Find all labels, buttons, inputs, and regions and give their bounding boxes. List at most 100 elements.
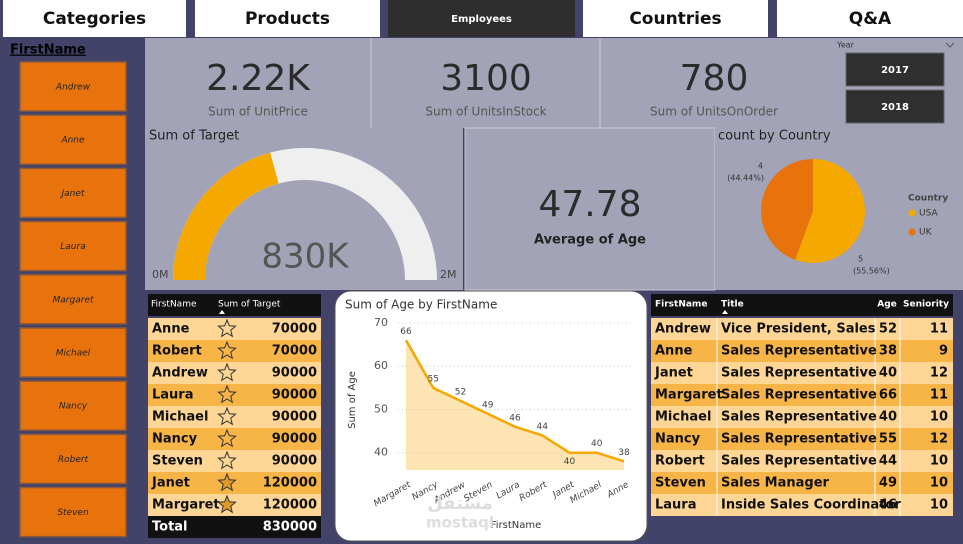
table-header-cell: Seniority (903, 300, 949, 310)
table-cell: 11 (930, 322, 948, 337)
card-label: Average of Age (534, 233, 646, 248)
table-cell: 46 (879, 498, 897, 513)
table-cell: 90000 (272, 366, 317, 381)
slicer-button[interactable] (19, 114, 127, 165)
table-cell: Robert (152, 344, 202, 359)
y-tick-label: 60 (374, 359, 388, 372)
data-label: 66 (400, 327, 412, 337)
card-value: 2.22K (206, 58, 311, 99)
pie-percent-label: (55.56%) (853, 267, 890, 276)
table-header (148, 294, 321, 316)
y-tick-label: 40 (374, 446, 388, 459)
year-button[interactable] (845, 52, 945, 87)
area-line (404, 339, 625, 463)
rating-star (217, 384, 237, 404)
nav-tab[interactable] (3, 0, 186, 37)
slicer-button[interactable] (19, 61, 127, 112)
table-cell: Janet (151, 476, 190, 491)
table-row (651, 318, 953, 340)
table-cell: Sales Representative (721, 432, 877, 447)
legend-title: Country (908, 194, 948, 204)
slicer-button-label: Andrew (55, 83, 91, 93)
table-cell: 70000 (272, 322, 317, 337)
slicer-button[interactable] (19, 327, 127, 378)
table-row (651, 406, 953, 428)
table-row (651, 428, 953, 450)
data-label: 44 (537, 422, 549, 432)
table-cell: 10 (930, 476, 948, 491)
nav-tab[interactable] (777, 0, 963, 37)
table-header-cell: FirstName (655, 300, 707, 310)
table-row (651, 362, 953, 384)
y-tick-label: 50 (374, 402, 388, 415)
slicer-button-label: Nancy (59, 402, 88, 412)
year-button-label: 2017 (881, 65, 909, 76)
table-total-cell: Total (152, 520, 188, 535)
year-button[interactable] (845, 89, 945, 124)
year-title: Year (836, 41, 855, 50)
table-cell: Sales Manager (721, 476, 830, 491)
table-cell: 120000 (263, 476, 317, 491)
slicer-button[interactable] (19, 380, 127, 431)
table-cell: Sales Representative (721, 410, 877, 425)
data-label: 40 (591, 439, 603, 449)
table-row (148, 494, 321, 516)
data-label: 38 (618, 448, 630, 458)
table-row (651, 450, 953, 472)
rating-star (217, 428, 237, 448)
rating-star (217, 318, 237, 338)
slicer-button-label: Laura (60, 242, 85, 252)
legend-marker (908, 228, 916, 236)
slicer-button[interactable] (19, 167, 127, 219)
data-label: 49 (482, 400, 494, 410)
table-cell: 12 (930, 366, 948, 381)
card-label: Sum of UnitsOnOrder (650, 105, 778, 119)
table-cell: 120000 (263, 498, 317, 513)
x-axis-label: FirstName (491, 520, 542, 531)
table-cell: 10 (930, 410, 948, 425)
card-label: Sum of UnitsInStock (425, 105, 546, 119)
table-cell: Vice President, Sales (721, 322, 876, 337)
nav-tab-label: Q&A (849, 9, 892, 29)
table-header-cell: Title (721, 300, 744, 310)
table-cell: 90000 (272, 454, 317, 469)
table-header (651, 294, 953, 316)
gauge-max-label: 2M (440, 268, 457, 281)
year-button-label: 2018 (881, 102, 909, 113)
rating-star (217, 494, 237, 514)
nav-tab[interactable] (583, 0, 768, 37)
slicer-button[interactable] (19, 274, 127, 325)
table-cell: 55 (879, 432, 897, 447)
rating-star (217, 362, 237, 382)
table-cell: Andrew (152, 366, 208, 381)
table-cell: Margaret (655, 388, 723, 403)
table-cell: Nancy (655, 432, 701, 447)
data-label: 46 (509, 413, 521, 423)
legend-label: UK (919, 228, 933, 238)
rating-star (217, 406, 237, 426)
table-row (148, 340, 321, 362)
slicer-button-label: Margaret (53, 295, 94, 305)
pie-slice (761, 159, 813, 260)
table-cell: 90000 (272, 388, 317, 403)
nav-tab[interactable] (195, 0, 380, 37)
sort-arrow (219, 310, 225, 314)
data-label: 55 (428, 374, 439, 384)
watermark: mostaql (426, 514, 494, 532)
slicer-button-label: Robert (58, 455, 89, 465)
chevron (945, 42, 955, 48)
card-label: Sum of UnitPrice (208, 105, 308, 119)
chart-title: Sum of Target (149, 129, 239, 144)
table-cell: Sales Representative (721, 454, 877, 469)
table-cell: 49 (879, 476, 897, 491)
slicer-button[interactable] (19, 220, 127, 272)
slicer-button[interactable] (19, 433, 127, 485)
nav-tab[interactable] (388, 0, 575, 37)
slicer-button[interactable] (19, 486, 127, 538)
table-cell: Nancy (152, 432, 198, 447)
gauge-value-label: 830K (261, 237, 350, 277)
table-cell: Robert (655, 454, 705, 469)
table-cell: Michael (152, 410, 208, 425)
table-row (148, 450, 321, 472)
table-cell: 40 (879, 366, 897, 381)
